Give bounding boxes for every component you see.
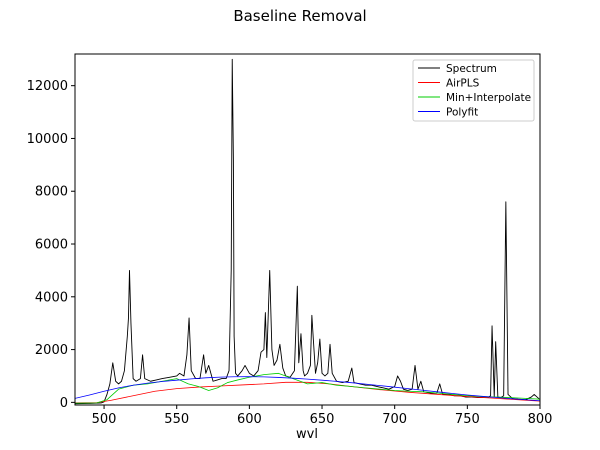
plot-area [74, 53, 541, 406]
legend-label: AirPLS [446, 77, 480, 89]
series-line-airpls [75, 381, 540, 404]
y-tick-label: 8000 [35, 185, 68, 200]
y-tick-label: 4000 [35, 290, 68, 305]
legend-label: Min+Interpolate [446, 92, 531, 104]
x-tick-label: 700 [382, 412, 407, 427]
x-axis: 500 550 600 650 700 750 800 [92, 405, 553, 427]
legend-box [412, 59, 535, 122]
plot-frame [74, 53, 541, 406]
x-tick-label: 550 [164, 412, 189, 427]
legend: Spectrum AirPLS Min+Interpolate Polyfit [412, 59, 535, 122]
x-tick-label: 650 [310, 412, 335, 427]
y-tick-label: 10000 [27, 132, 68, 147]
legend-label: Polyfit [446, 106, 478, 118]
x-axis-label: wvl [296, 427, 318, 442]
series-line-polyfit [75, 376, 540, 402]
y-tick-label: 6000 [35, 238, 68, 253]
y-tick-label: 2000 [35, 343, 68, 358]
x-tick-label: 800 [528, 412, 553, 427]
x-tick-label: 600 [237, 412, 262, 427]
chart-title: Baseline Removal [233, 7, 366, 25]
x-tick-label: 750 [455, 412, 480, 427]
legend-label: Spectrum [446, 63, 497, 75]
y-axis: 0 2000 4000 6000 8000 10000 12000 [27, 79, 75, 411]
y-tick-label: 12000 [27, 79, 68, 94]
series-layer [75, 58, 540, 405]
y-tick-label: 0 [60, 396, 68, 411]
x-tick-label: 500 [92, 412, 117, 427]
